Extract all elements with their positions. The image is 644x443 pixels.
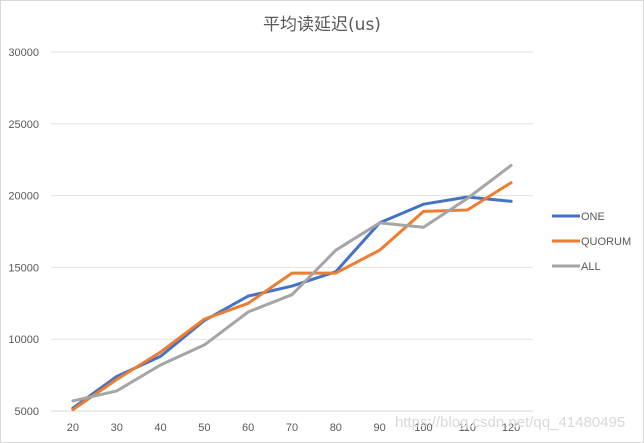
x-tick-label: 90 — [374, 422, 386, 434]
x-tick-label: 80 — [330, 422, 342, 434]
x-tick-label: 70 — [286, 422, 298, 434]
series-line-all — [71, 163, 513, 403]
y-tick-label: 30000 — [8, 47, 39, 59]
watermark: https://blog.csdn.net/qq_41480495 — [395, 414, 626, 431]
legend-label-quorum: QUORUM — [581, 236, 631, 248]
y-tick-label: 5000 — [15, 406, 39, 418]
x-tick-label: 30 — [111, 422, 123, 434]
series-line-quorum — [71, 181, 513, 412]
x-tick-label: 110 — [458, 422, 476, 434]
series-line-one — [71, 195, 513, 410]
y-tick-label: 10000 — [8, 334, 39, 346]
x-tick-label: 100 — [414, 422, 432, 434]
x-tick-label: 60 — [242, 422, 254, 434]
x-tick-label: 120 — [502, 422, 520, 434]
legend-label-one: ONE — [581, 211, 605, 223]
y-tick-label: 15000 — [8, 262, 39, 274]
y-tick-label: 20000 — [8, 191, 39, 203]
legend-label-all: ALL — [581, 261, 601, 273]
chart-title: 平均读延迟(us) — [263, 15, 381, 35]
x-tick-label: 50 — [198, 422, 210, 434]
y-tick-label: 25000 — [8, 119, 39, 131]
x-tick-label: 40 — [154, 422, 166, 434]
x-tick-label: 20 — [67, 422, 79, 434]
